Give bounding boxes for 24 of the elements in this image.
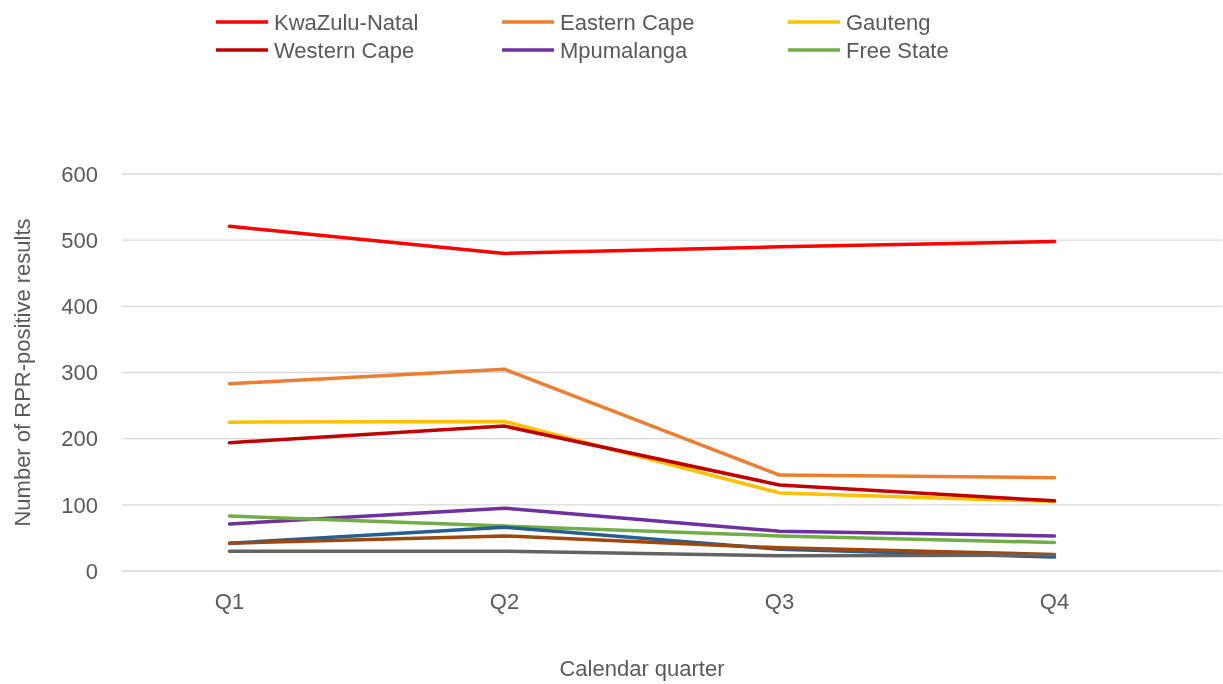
x-tick-label: Q4: [1039, 589, 1070, 614]
legend-label: Western Cape: [274, 37, 415, 63]
y-tick-label: 100: [61, 492, 98, 518]
y-axis-title: Number of RPR-positive results: [10, 218, 35, 527]
line-series: [227, 534, 1057, 557]
line-series: [227, 367, 1057, 480]
y-tick-label: 500: [61, 227, 98, 253]
legend-label: Gauteng: [846, 9, 931, 35]
x-tick-label: Q2: [489, 589, 520, 614]
legend-label: Eastern Cape: [560, 9, 695, 35]
legend-label: Mpumalanga: [560, 37, 688, 63]
y-tick-label: 0: [85, 558, 98, 584]
y-tick-label: 300: [61, 360, 98, 386]
legend-label: Free State: [846, 37, 949, 63]
x-axis-title: Calendar quarter: [559, 656, 725, 681]
y-tick-label: 400: [61, 294, 98, 320]
legend-label: KwaZulu-Natal: [274, 9, 419, 35]
x-tick-label: Q1: [214, 589, 245, 614]
y-tick-label: 200: [61, 426, 98, 452]
line-series: [227, 224, 1057, 256]
line-series: [227, 514, 1057, 545]
line-series: [227, 506, 1057, 538]
x-tick-label: Q3: [764, 589, 795, 614]
y-tick-label: 600: [61, 161, 98, 187]
